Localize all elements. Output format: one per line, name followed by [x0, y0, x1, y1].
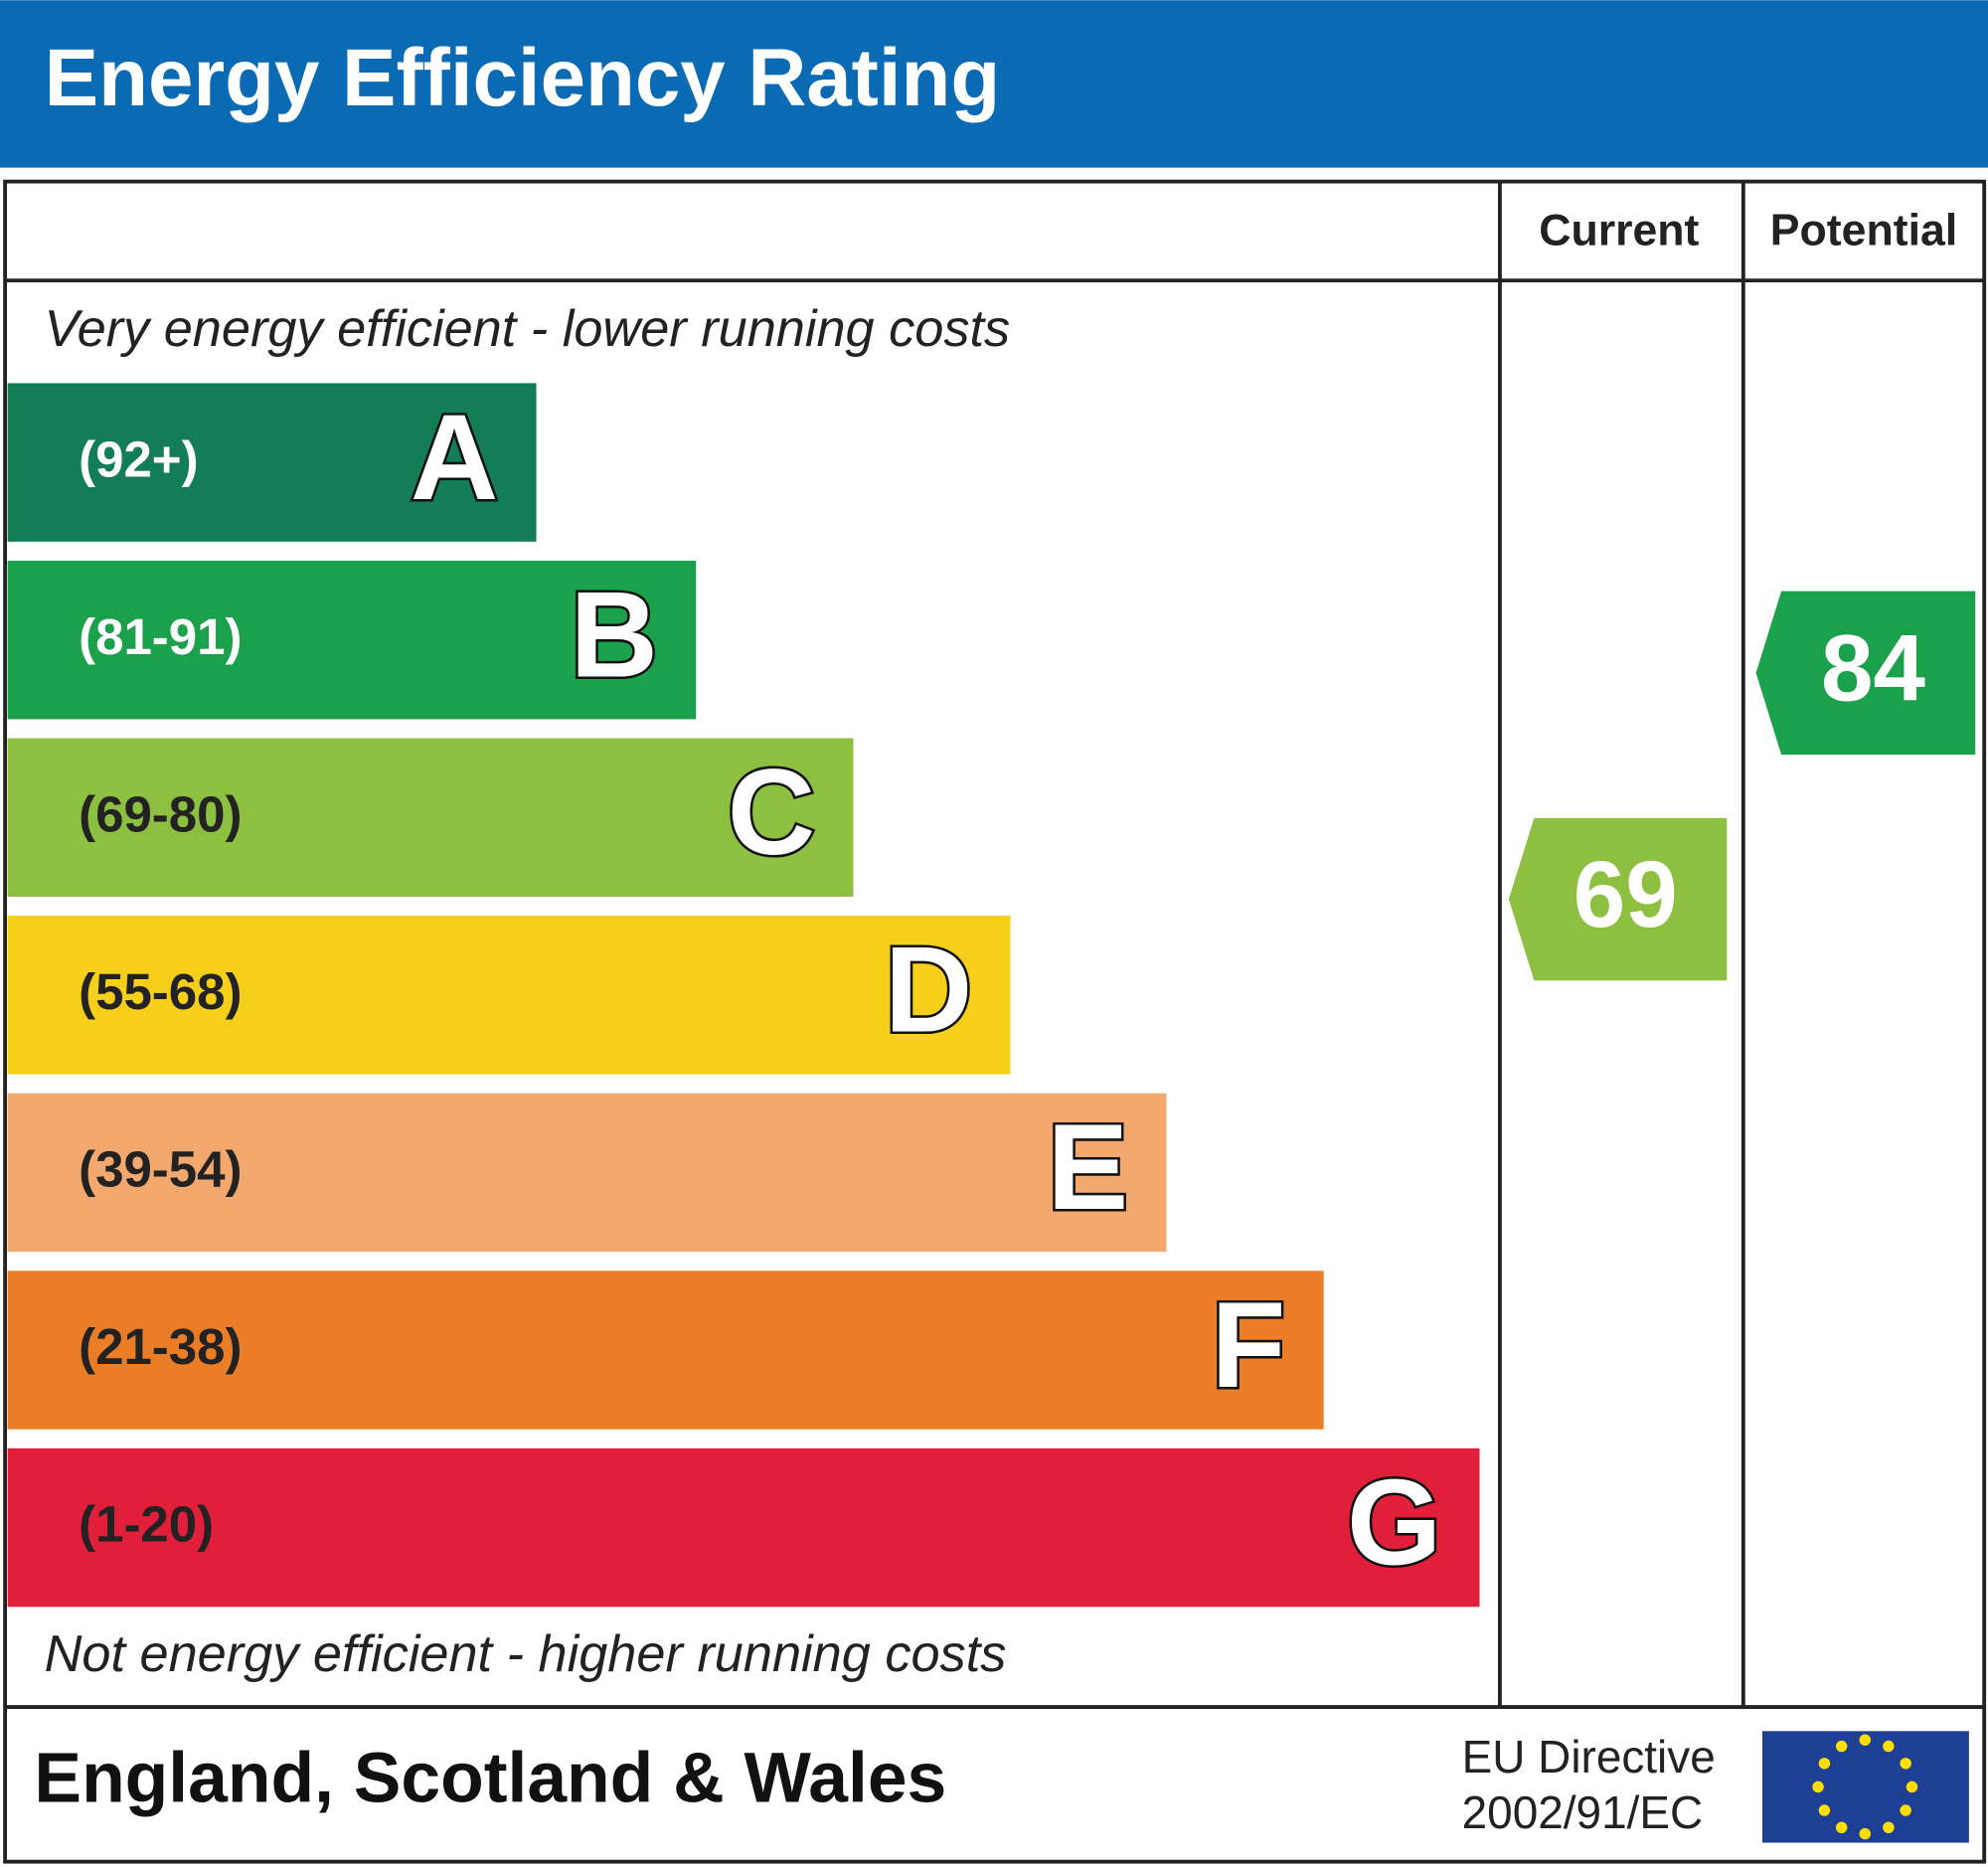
band: [7, 916, 1011, 1075]
band-letter: D: [885, 922, 972, 1058]
eu-star: [1859, 1734, 1872, 1746]
band-range: (92+): [79, 430, 199, 487]
band: [7, 1271, 1324, 1430]
eu-star: [1900, 1804, 1911, 1816]
potential-value: 84: [1821, 616, 1925, 721]
eu-star: [1835, 1821, 1848, 1834]
band: [7, 1093, 1167, 1253]
band-range: (21-38): [79, 1318, 242, 1375]
directive: 2002/91/EC: [1462, 1786, 1703, 1838]
band-letter: B: [571, 567, 658, 703]
band: [7, 383, 537, 542]
eu-star: [1883, 1821, 1895, 1834]
current-value: 69: [1574, 843, 1678, 947]
eu-star: [1900, 1758, 1911, 1770]
band-range: (39-54): [79, 1141, 242, 1198]
eu-star: [1905, 1781, 1918, 1793]
bottom-note: Not energy efficient - higher running co…: [45, 1625, 1007, 1683]
eu-star: [1835, 1740, 1848, 1753]
current-arrow: [1508, 817, 1728, 981]
eu-star: [1859, 1827, 1872, 1840]
band: [7, 1447, 1480, 1608]
band-range: (69-80): [79, 785, 242, 842]
band-range: (1-20): [79, 1496, 214, 1553]
title: Energy Efficiency Rating: [45, 33, 1001, 123]
band-letter: C: [728, 744, 815, 880]
band: [7, 738, 854, 898]
column-header: Potential: [1770, 207, 1957, 255]
eu-flag: [1761, 1731, 1969, 1843]
top-note: Very energy efficient - lower running co…: [45, 300, 1011, 358]
eu-star: [1883, 1740, 1895, 1753]
band-letter: E: [1048, 1099, 1129, 1235]
band-range: (81-91): [79, 608, 242, 665]
directive: EU Directive: [1462, 1731, 1716, 1782]
potential-arrow: [1755, 591, 1976, 756]
band-letter: F: [1212, 1276, 1286, 1413]
band-letter: A: [411, 389, 498, 525]
header-bar: [0, 0, 1988, 168]
eu-star: [1818, 1804, 1831, 1816]
band-letter: G: [1347, 1453, 1441, 1590]
eu-stars: [1812, 1734, 1918, 1840]
band-range: (55-68): [79, 963, 242, 1020]
band: [7, 561, 697, 720]
region: England, Scotland & Wales: [34, 1738, 946, 1817]
eu-star: [1812, 1781, 1824, 1793]
column-header: Current: [1539, 207, 1699, 255]
eu-star: [1818, 1758, 1831, 1770]
